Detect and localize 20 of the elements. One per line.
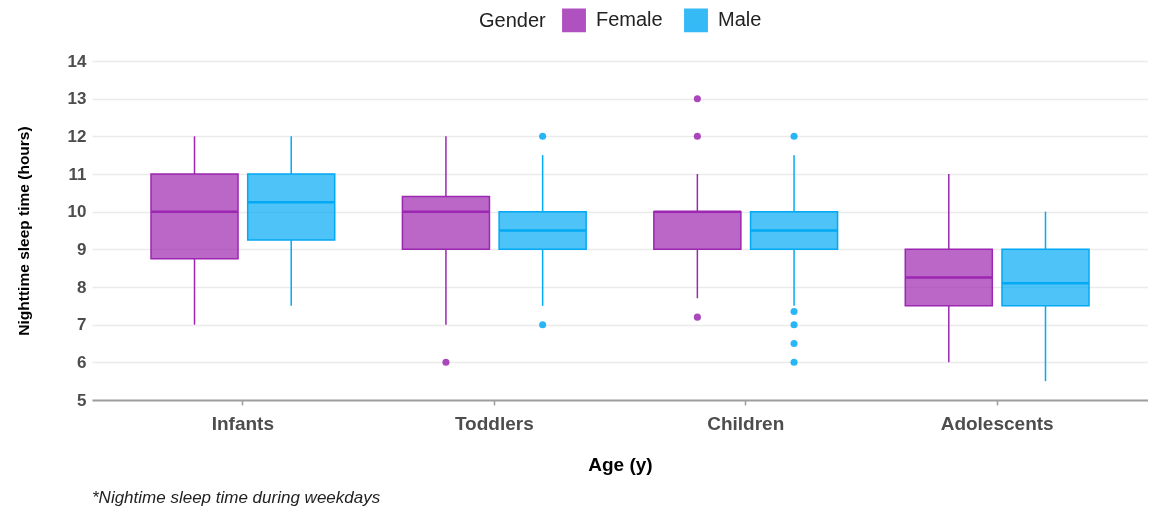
- y-tick-label: 5: [77, 390, 87, 410]
- y-tick-label: 6: [77, 352, 87, 372]
- x-tick-label: Toddlers: [454, 412, 534, 434]
- y-tick-label: 9: [77, 239, 87, 259]
- y-tick-label: 11: [68, 164, 87, 184]
- x-axis-title: Age (y): [588, 453, 653, 475]
- legend-label: Female: [596, 8, 663, 31]
- text: *Nightime sleep time during weekdays: [92, 488, 381, 507]
- y-tick-label: 12: [67, 126, 87, 146]
- y-tick-label: 7: [77, 315, 87, 335]
- y-tick-label: 10: [67, 202, 87, 222]
- y-tick-label: 8: [77, 277, 87, 297]
- x-tick-label: Adolescents: [940, 412, 1054, 434]
- y-tick-label: 14: [67, 51, 88, 71]
- legend-label: Male: [718, 8, 762, 31]
- legend-title: Gender: [479, 9, 547, 31]
- x-tick-label: Infants: [211, 412, 274, 434]
- x-tick-label: Children: [707, 412, 785, 434]
- y-axis-title: Nighttime sleep time (hours): [14, 126, 32, 336]
- y-tick-label: 13: [67, 89, 87, 109]
